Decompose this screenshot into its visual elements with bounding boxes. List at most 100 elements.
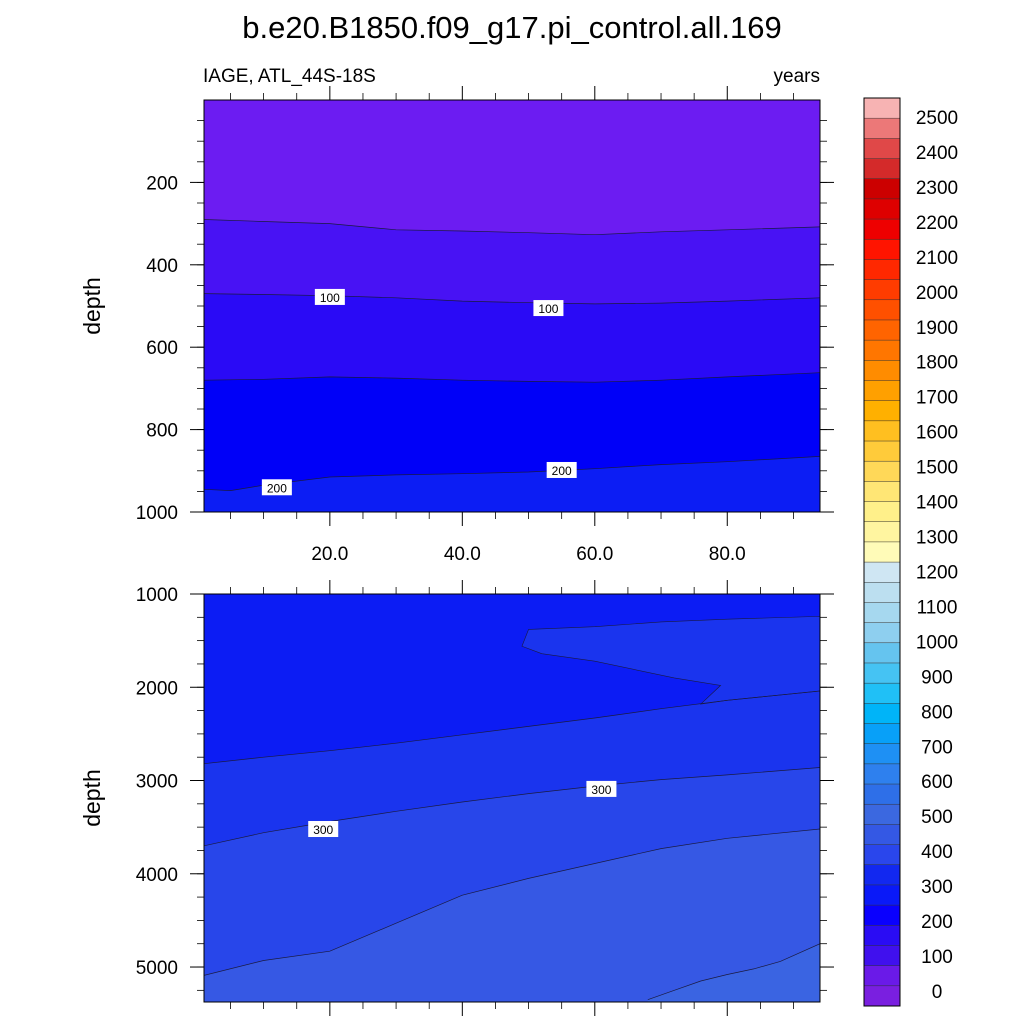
colorbar-swatch — [864, 219, 900, 240]
colorbar: 0 100 200 300 400 500 600 700 800 900 1000 1100 1200… — [863, 97, 958, 1007]
colorbar-label: 200 — [921, 912, 953, 933]
contour-band-200 — [204, 456, 820, 512]
colorbar-swatch — [864, 441, 900, 462]
colorbar-label: 300 — [921, 877, 953, 898]
contour-line-150 — [204, 372, 820, 383]
colorbar-swatch — [864, 239, 900, 260]
colorbar-swatch — [864, 319, 900, 341]
contour-label-box — [546, 461, 577, 478]
y-tick-label: 200 — [146, 173, 178, 194]
contour-label: 200 — [261, 479, 292, 496]
contour-label-box — [314, 288, 345, 305]
contour-line-50 — [204, 219, 820, 236]
y-tick-label: 1000 — [136, 503, 178, 524]
colorbar-label: 1400 — [916, 493, 958, 514]
contour-label-text: 300 — [313, 823, 333, 837]
x-tick-label: 60.0 — [576, 544, 613, 565]
y-tick-label: 5000 — [136, 958, 178, 979]
colorbar-swatch — [864, 178, 900, 200]
colorbar-swatch — [864, 784, 900, 805]
x-tick-label: 20.0 — [311, 544, 348, 565]
colorbar-label: 400 — [921, 842, 953, 863]
left-subtitle: IAGE, ATL_44S-18S — [203, 66, 376, 87]
colorbar-swatch — [864, 521, 900, 543]
contour-label: 200 — [546, 461, 577, 478]
colorbar-label: 1100 — [917, 597, 958, 618]
colorbar-label: 700 — [921, 737, 953, 758]
colorbar-swatch — [864, 662, 900, 684]
colorbar-frame — [863, 97, 901, 1007]
contour-band-350 — [204, 829, 820, 1002]
y-tick-label: 600 — [146, 338, 178, 359]
contour-line-400 — [647, 943, 820, 1001]
contour-label-text: 100 — [320, 291, 340, 305]
contour-label: 300 — [308, 821, 339, 838]
y-axis: 1000 2000 3000 4000 5000 — [136, 585, 834, 991]
x-axis — [230, 86, 794, 526]
colorbar-swatch — [864, 360, 900, 381]
colorbar-swatch — [864, 299, 900, 321]
contour-label-text: 300 — [591, 783, 611, 797]
y-tick-label: 3000 — [136, 772, 178, 793]
colorbar-label: 1500 — [916, 458, 958, 479]
y-tick-label: 2000 — [136, 678, 178, 699]
colorbar-swatch — [864, 562, 900, 583]
contour-label-box — [308, 821, 339, 838]
colorbar-swatch — [864, 340, 900, 361]
y-tick-label: 1000 — [136, 585, 178, 606]
contour-label-text: 100 — [538, 302, 558, 316]
colorbar-swatch — [864, 703, 900, 724]
colorbar-swatch — [864, 380, 900, 401]
colorbar-label: 2200 — [916, 213, 958, 234]
colorbar-label: 1600 — [916, 423, 958, 444]
plot-frame — [203, 593, 821, 1003]
colorbar-swatch — [864, 158, 900, 180]
colorbar-label: 2500 — [916, 108, 958, 129]
colorbar-label: 1700 — [916, 388, 958, 409]
colorbar-swatch — [864, 804, 900, 825]
contour-label: 100 — [533, 300, 564, 317]
colorbar-swatch — [864, 400, 900, 422]
contour-label-text: 200 — [552, 464, 572, 478]
lower-panel: 300 300 1000 2000 3000 4000 5000 depth — [79, 580, 834, 1016]
contour-line-300 — [204, 767, 820, 847]
colorbar-swatch — [864, 259, 900, 280]
colorbar-swatch — [864, 743, 900, 765]
colorbar-label: 100 — [921, 947, 953, 968]
contour-label-box — [261, 479, 292, 496]
colorbar-swatch — [864, 905, 900, 926]
contour-label-box — [533, 300, 564, 317]
contour-label-text: 200 — [267, 481, 287, 495]
colorbar-swatch — [864, 985, 900, 1007]
upper-x-tick-labels: 20.0 40.0 60.0 80.0 — [311, 544, 745, 565]
colorbar-label: 1200 — [916, 563, 958, 584]
chart-title: b.e20.B1850.f09_g17.pi_control.all.169 — [242, 10, 782, 45]
colorbar-swatch — [864, 723, 900, 744]
colorbar-label: 1000 — [916, 632, 958, 653]
y-tick-label: 400 — [146, 256, 178, 277]
contour-line-350 — [204, 828, 820, 976]
colorbar-swatch — [864, 925, 900, 946]
colorbar-label: 2000 — [916, 283, 958, 304]
colorbar-swatch — [864, 420, 900, 442]
colorbar-label: 900 — [921, 667, 953, 688]
y-axis-label: depth — [79, 769, 105, 827]
right-subtitle: years — [774, 66, 820, 87]
upper-panel: 100 100 200 200 200 400 600 800 1000 depth — [79, 86, 834, 526]
y-axis-label: depth — [79, 277, 105, 335]
contour-field: 300 300 — [204, 594, 820, 1002]
colorbar-swatch — [864, 683, 900, 704]
contour-line-200 — [204, 456, 820, 491]
colorbar-swatch — [864, 98, 900, 119]
colorbar-swatch — [864, 622, 900, 644]
colorbar-swatch — [864, 481, 900, 502]
colorbar-swatch — [864, 763, 900, 785]
contour-label: 100 — [314, 288, 345, 305]
colorbar-swatch — [864, 945, 900, 966]
colorbar-label: 600 — [921, 772, 953, 793]
colorbar-swatch — [864, 602, 900, 623]
colorbar-label: 1800 — [916, 353, 958, 374]
y-axis: 200 400 600 800 1000 — [136, 120, 834, 524]
contour-band-400 — [647, 943, 820, 1002]
